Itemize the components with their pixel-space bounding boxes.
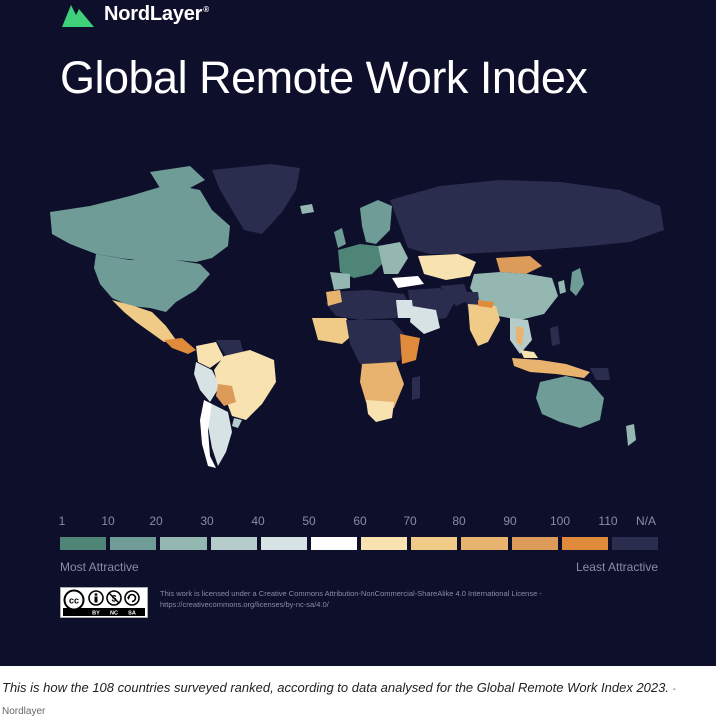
scale-label: N/A bbox=[635, 514, 657, 528]
map-region-nepal bbox=[478, 300, 494, 308]
scale-ends: Most Attractive Least Attractive bbox=[60, 560, 658, 574]
scale-swatch bbox=[461, 537, 508, 550]
scale-swatch bbox=[60, 537, 107, 550]
scale-swatch bbox=[611, 537, 659, 550]
map-region-egypt bbox=[396, 300, 414, 318]
caption-text: This is how the 108 countries surveyed r… bbox=[2, 680, 669, 695]
scale-swatch bbox=[110, 537, 157, 550]
map-region-russia bbox=[390, 180, 664, 254]
scale-label: 60 bbox=[353, 514, 367, 528]
map-region-uk bbox=[334, 228, 346, 248]
scale-label: 40 bbox=[251, 514, 265, 528]
map-region-arctic-islands bbox=[150, 166, 205, 190]
scale-label: 90 bbox=[503, 514, 517, 528]
brand: NordLayer® bbox=[60, 0, 209, 28]
map-region-iberia bbox=[330, 272, 350, 290]
scale-legend bbox=[60, 537, 659, 550]
license-text: This work is licensed under a Creative C… bbox=[160, 588, 600, 610]
page-title: Global Remote Work Index bbox=[60, 52, 588, 103]
by-icon bbox=[88, 590, 104, 606]
map-region-philippines bbox=[550, 326, 560, 346]
map-region-turkey bbox=[392, 276, 424, 288]
map-region-central-africa bbox=[346, 320, 406, 370]
map-region-kazakhstan bbox=[418, 254, 476, 280]
scale-swatch bbox=[561, 537, 608, 550]
map-region-canada bbox=[50, 184, 230, 262]
scale-swatch bbox=[411, 537, 458, 550]
caption-credit: - Nordlayer bbox=[2, 684, 676, 717]
license-line: This work is licensed under a Creative C… bbox=[160, 589, 542, 598]
scale-swatch bbox=[210, 537, 257, 550]
map-region-west-africa bbox=[312, 318, 356, 344]
map-region-iran bbox=[440, 284, 470, 306]
license-block: cc $ BY NC SA bbox=[60, 587, 600, 618]
scale-label: 1 bbox=[58, 514, 66, 528]
map-region-madagascar bbox=[412, 376, 420, 400]
scale-label: 70 bbox=[403, 514, 417, 528]
map-region-eastern-europe bbox=[378, 242, 408, 274]
scale-label: 80 bbox=[452, 514, 466, 528]
scale-swatch bbox=[160, 537, 207, 550]
cc-license-badge[interactable]: cc $ BY NC SA bbox=[60, 587, 148, 618]
scale-label: 110 bbox=[598, 514, 618, 528]
map-region-saudi-arabia bbox=[410, 306, 440, 334]
svg-text:cc: cc bbox=[69, 596, 79, 606]
scale-label: 10 bbox=[101, 514, 115, 528]
scale-labels: 1 10 20 30 40 50 60 70 80 90 100 110 N/A bbox=[58, 514, 658, 528]
most-attractive-label: Most Attractive bbox=[60, 560, 139, 574]
map-region-indonesia bbox=[512, 358, 590, 378]
map-region-thailand bbox=[516, 326, 524, 346]
map-region-central-america bbox=[164, 338, 196, 354]
scale-swatch bbox=[260, 537, 307, 550]
map-region-iceland bbox=[300, 204, 314, 214]
svg-text:BY: BY bbox=[92, 611, 100, 617]
scale-swatch bbox=[310, 537, 358, 550]
map-region-scandinavia bbox=[360, 200, 392, 244]
svg-text:SA: SA bbox=[128, 611, 136, 617]
map-region-argentina bbox=[208, 404, 232, 466]
map-region-colombia bbox=[196, 342, 224, 368]
scale-swatch bbox=[511, 537, 558, 550]
infographic-poster: NordLayer® Global Remote Work Index bbox=[0, 0, 716, 666]
nordlayer-logo-icon bbox=[62, 5, 94, 27]
map-region-japan bbox=[570, 268, 584, 296]
map-region-peru bbox=[194, 362, 220, 402]
map-region-chile bbox=[200, 400, 216, 468]
scale-label: 100 bbox=[549, 514, 571, 528]
map-region-papua bbox=[590, 368, 610, 380]
license-url[interactable]: https://creativecommons.org/licenses/by-… bbox=[160, 600, 329, 609]
map-region-korea bbox=[558, 280, 566, 294]
map-region-bolivia bbox=[216, 384, 236, 406]
sa-icon bbox=[124, 590, 140, 606]
map-region-new-zealand bbox=[626, 424, 636, 446]
nc-icon: $ bbox=[106, 590, 122, 606]
map-region-mexico bbox=[112, 300, 176, 342]
map-region-india bbox=[468, 304, 500, 346]
map-region-mongolia bbox=[496, 256, 542, 274]
cc-icon: cc bbox=[63, 589, 85, 611]
map-region-australia bbox=[536, 376, 604, 428]
map-region-morocco bbox=[326, 290, 342, 306]
scale-swatch bbox=[361, 537, 408, 550]
brand-name: NordLayer® bbox=[104, 2, 209, 25]
map-region-venezuela bbox=[216, 340, 244, 356]
image-caption: This is how the 108 countries surveyed r… bbox=[2, 678, 714, 722]
map-region-usa bbox=[94, 254, 210, 312]
map-region-western-europe bbox=[338, 244, 384, 278]
map-region-north-africa bbox=[326, 290, 412, 320]
map-region-malaysia bbox=[520, 350, 538, 358]
scale-label: 30 bbox=[200, 514, 214, 528]
scale-label: 20 bbox=[149, 514, 163, 528]
svg-text:NC: NC bbox=[110, 611, 118, 617]
map-region-east-africa bbox=[400, 334, 420, 364]
map-region-uruguay bbox=[232, 418, 242, 428]
map-region-south-africa bbox=[366, 400, 394, 422]
map-region-greenland bbox=[212, 164, 300, 234]
world-map bbox=[50, 164, 664, 468]
scale-label: 50 bbox=[302, 514, 316, 528]
least-attractive-label: Least Attractive bbox=[575, 560, 658, 574]
